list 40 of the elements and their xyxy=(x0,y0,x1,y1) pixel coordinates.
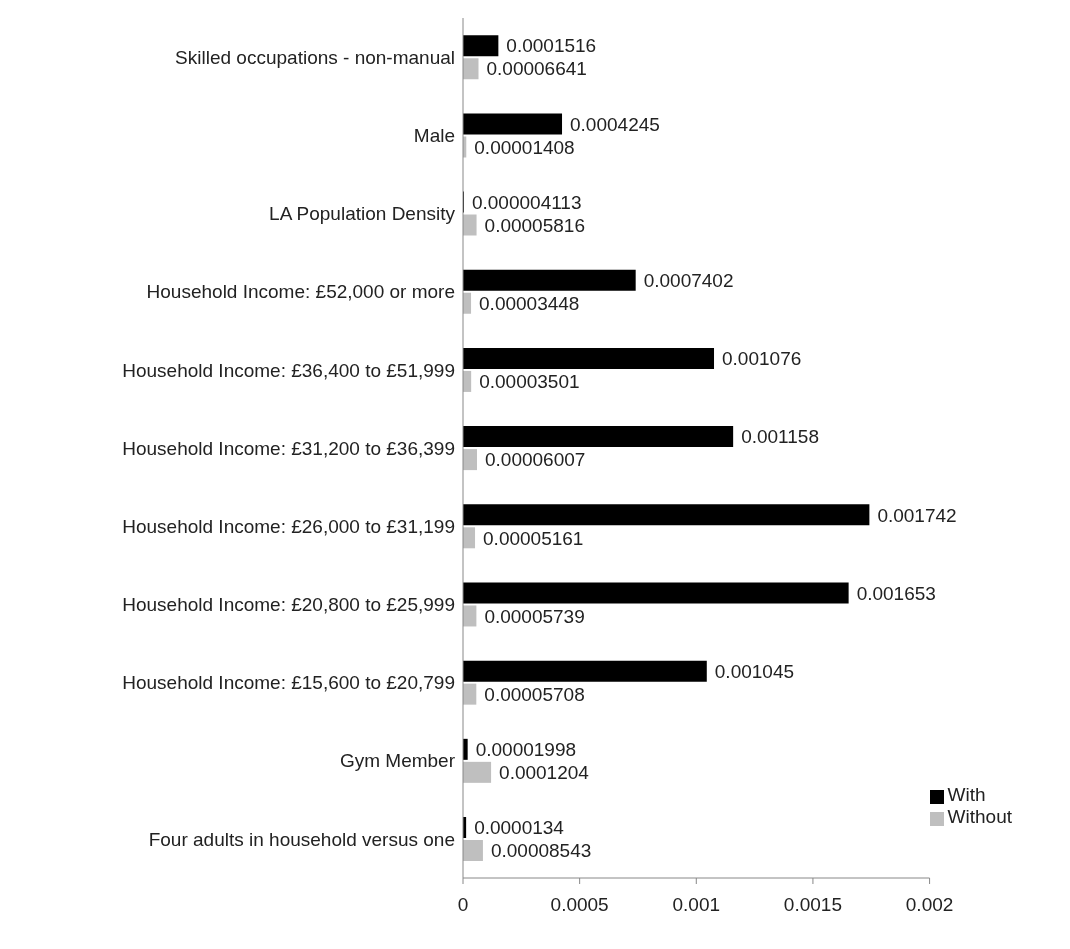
data-label: 0.000004113 xyxy=(471,191,582,213)
data-label: 0.00001998 xyxy=(475,739,577,761)
data-label: 0.00003448 xyxy=(479,292,580,314)
data-label: 0.00005816 xyxy=(484,214,585,236)
data-label: 0.0001516 xyxy=(506,35,597,57)
data-label: 0.0004245 xyxy=(570,113,660,135)
data-label: 0.001076 xyxy=(722,348,802,370)
y-tick-label: Skilled occupations - non-manual xyxy=(175,46,455,68)
y-tick-label: Gym Member xyxy=(339,750,456,772)
y-tick-label: LA Population Density xyxy=(269,203,456,225)
y-tick-label: Household Income: £36,400 to £51,999 xyxy=(122,359,455,381)
data-label: 0.0000134 xyxy=(474,817,565,839)
y-tick-label: Male xyxy=(413,125,455,147)
data-label: 0.00001408 xyxy=(474,136,575,158)
data-label: 0.0007402 xyxy=(643,269,734,291)
legend-label: With xyxy=(947,784,986,805)
x-tick-label: 0 xyxy=(457,894,469,916)
data-label: 0.001158 xyxy=(741,426,819,448)
data-label: 0.0001204 xyxy=(499,762,590,784)
y-tick-label: Household Income: £52,000 or more xyxy=(146,281,455,303)
x-tick-label: 0.0005 xyxy=(550,894,609,916)
y-tick-label: Household Income: £31,200 to £36,399 xyxy=(122,437,455,459)
data-label: 0.001742 xyxy=(877,504,957,526)
data-label: 0.00005161 xyxy=(483,527,584,549)
x-tick-label: 0.002 xyxy=(905,894,954,916)
legend-label: Without xyxy=(947,806,1012,827)
x-tick-label: 0.0015 xyxy=(783,894,842,916)
y-tick-label: Household Income: £20,800 to £25,999 xyxy=(122,594,455,616)
data-label: 0.00008543 xyxy=(490,840,592,862)
data-label: 0.00005708 xyxy=(484,683,585,705)
data-label: 0.00005739 xyxy=(484,605,585,627)
data-label: 0.00003501 xyxy=(479,371,580,393)
data-label: 0.001045 xyxy=(714,660,795,682)
data-label: 0.00006641 xyxy=(486,58,587,80)
data-label: 0.001653 xyxy=(856,582,936,604)
x-tick-label: 0.001 xyxy=(672,894,721,916)
y-tick-label: Household Income: £26,000 to £31,199 xyxy=(122,515,455,537)
y-tick-label: Household Income: £15,600 to £20,799 xyxy=(122,672,455,694)
y-tick-label: Four adults in household versus one xyxy=(148,828,455,850)
data-label: 0.00006007 xyxy=(485,449,586,471)
